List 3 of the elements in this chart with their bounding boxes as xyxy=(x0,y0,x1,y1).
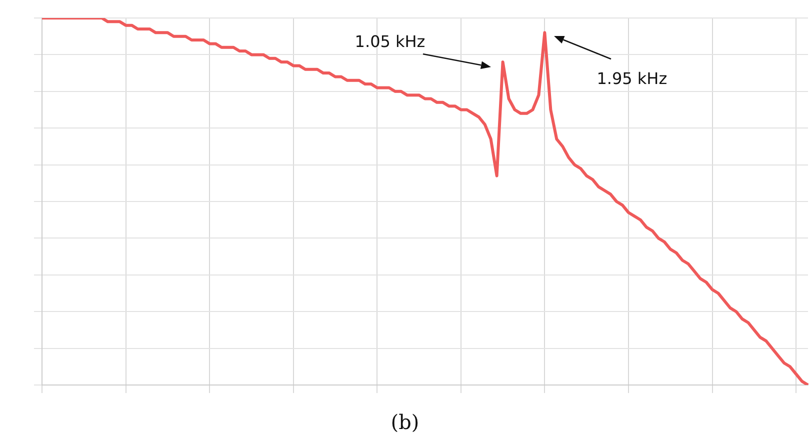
annotation: 1.05 kHz xyxy=(354,32,426,52)
text: (b) xyxy=(390,410,420,434)
annotation: 1.95 kHz xyxy=(596,68,668,88)
